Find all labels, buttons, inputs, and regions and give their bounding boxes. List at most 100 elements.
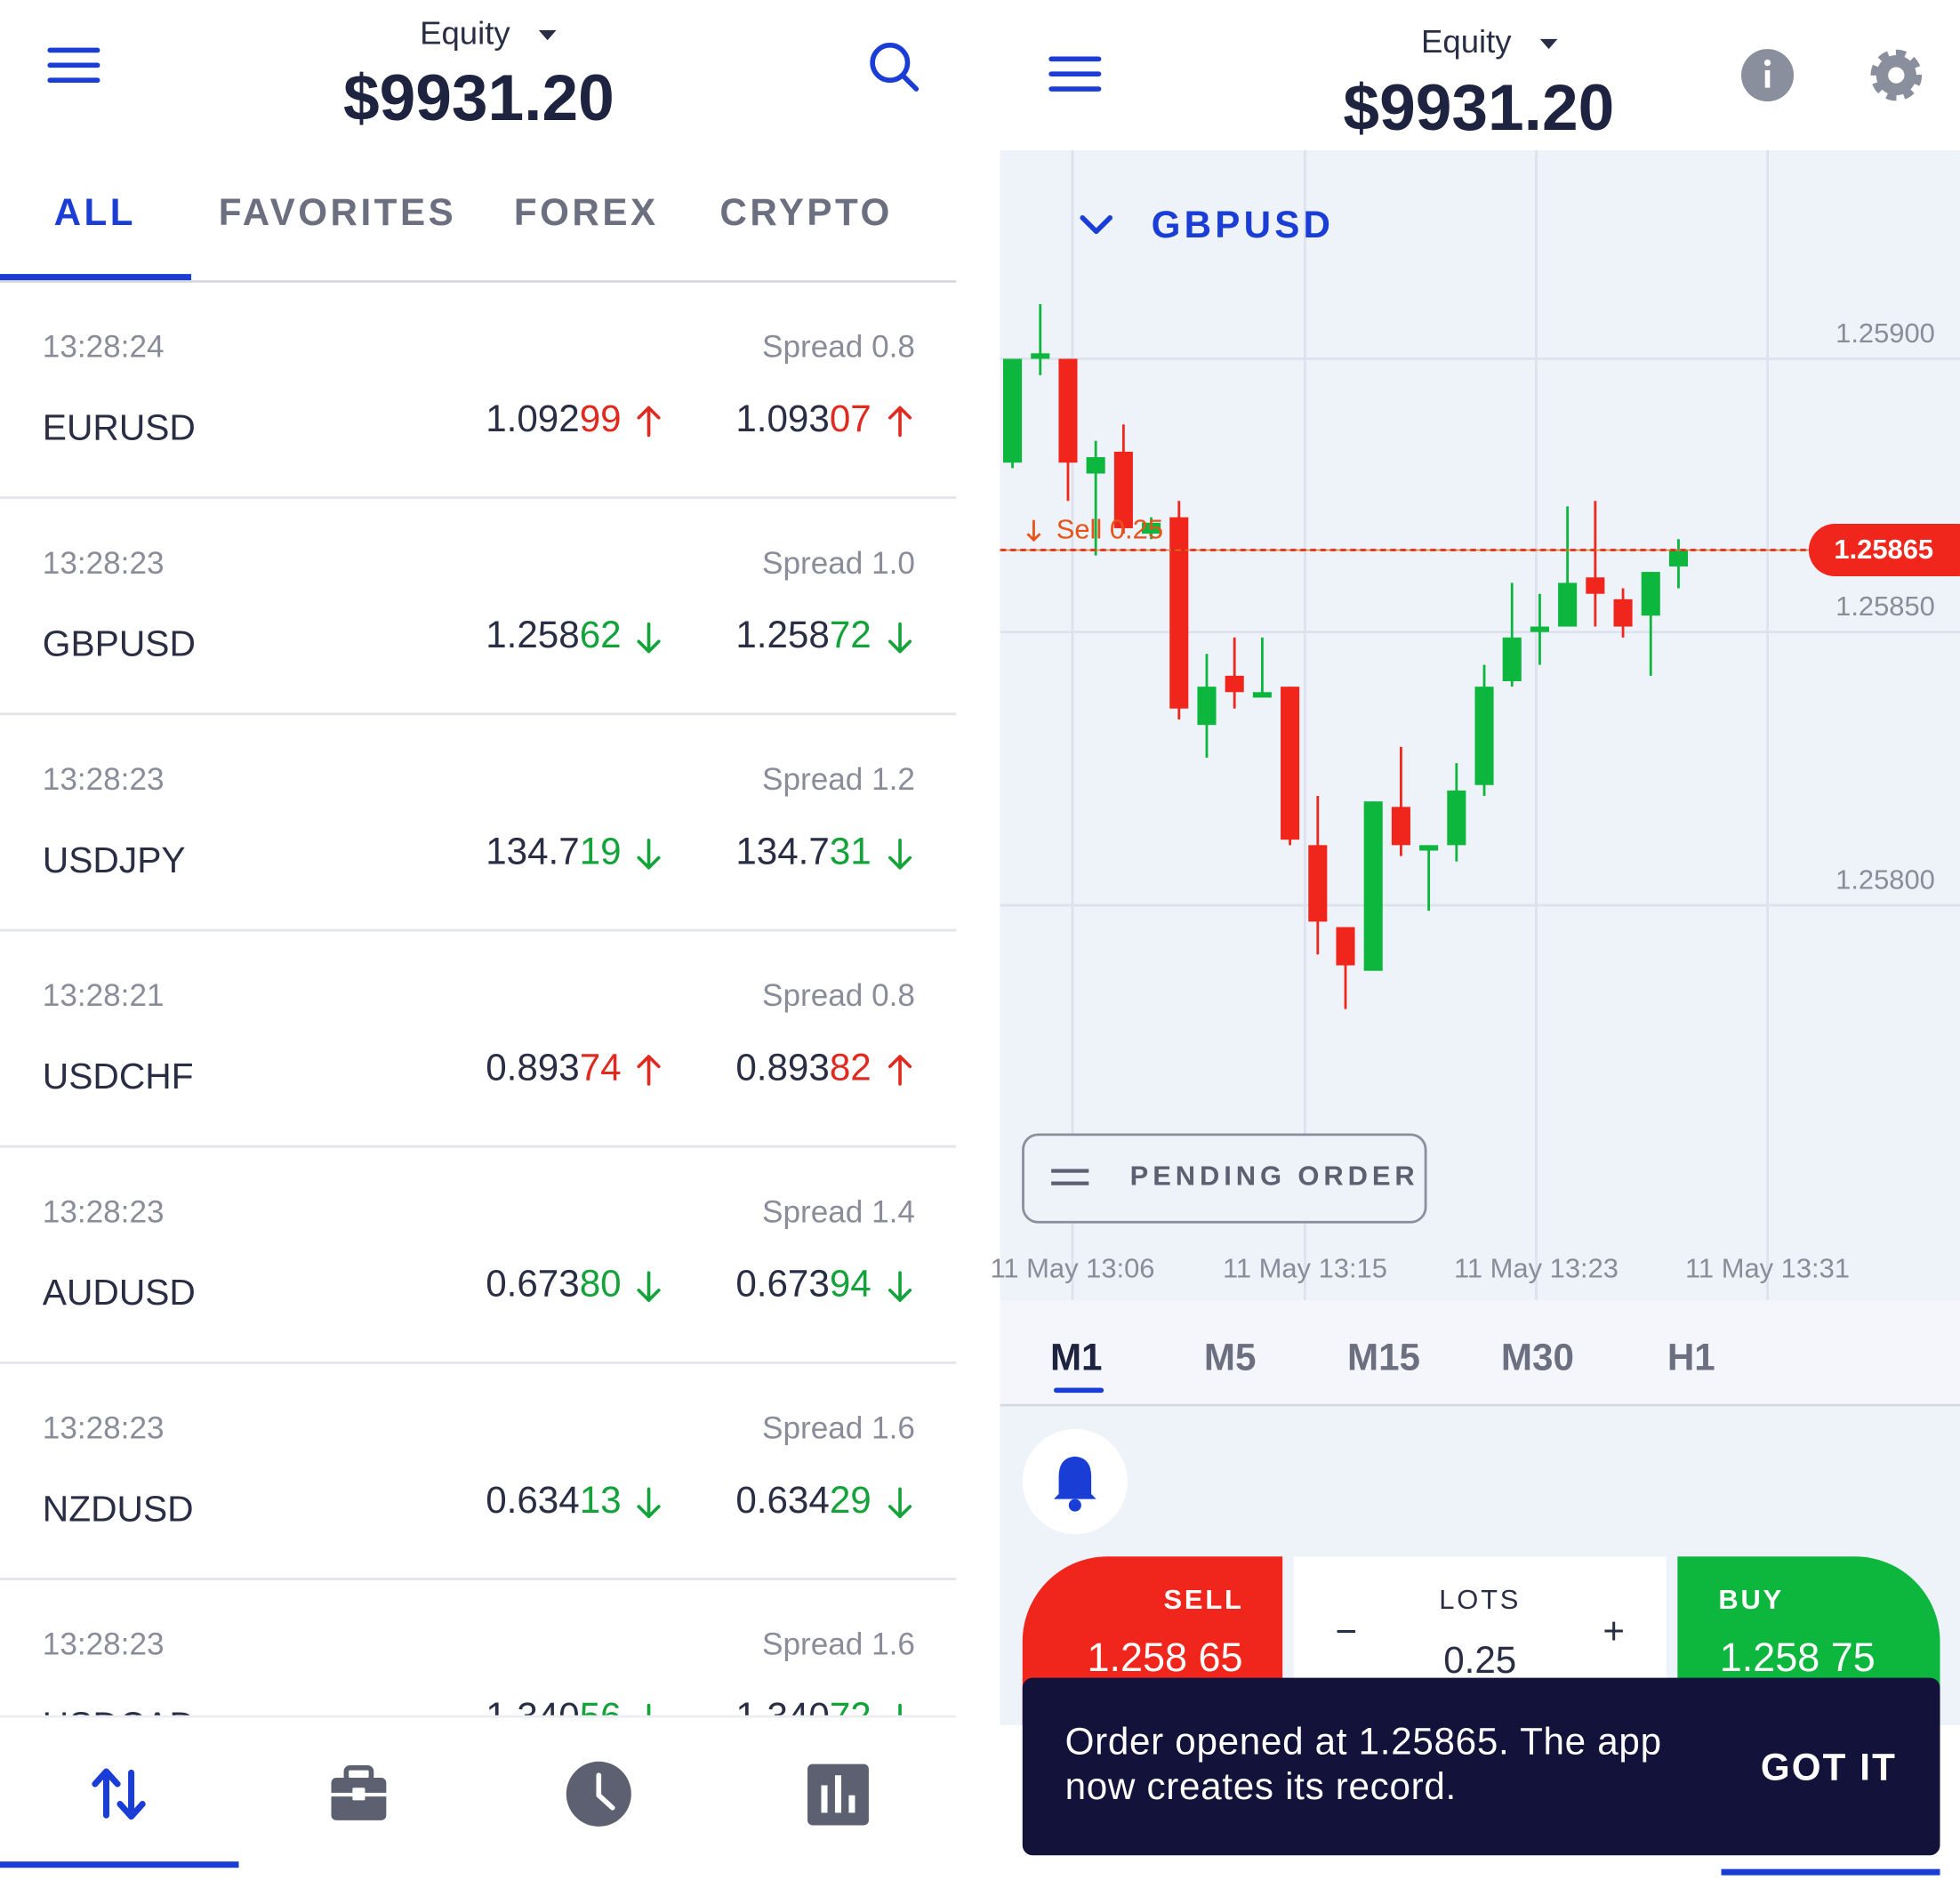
trend-arrow xyxy=(637,1487,661,1519)
pending-order-button[interactable]: PENDING ORDER xyxy=(1022,1133,1427,1224)
quote-price: 1.25872 xyxy=(735,614,871,655)
trend-arrow xyxy=(888,839,912,870)
candle-body xyxy=(1197,687,1217,726)
quote-spread: Spread 1.2 xyxy=(762,762,915,797)
candle-body xyxy=(1142,522,1161,534)
trend-arrow xyxy=(888,622,912,654)
nav-indicator xyxy=(1721,1868,1940,1876)
candle-body xyxy=(1419,845,1439,851)
quote-row[interactable] xyxy=(0,284,957,498)
price-tag xyxy=(1808,524,1960,577)
trend-arrow xyxy=(637,1055,661,1086)
tab[interactable]: ALL xyxy=(54,191,137,233)
quote-time: 13:28:23 xyxy=(43,1627,165,1662)
timeframe-indicator xyxy=(1053,1387,1105,1394)
menu-button[interactable] xyxy=(1048,56,1102,92)
snackbar-action[interactable]: GOT IT xyxy=(1761,1747,1897,1788)
timeframe[interactable]: H1 xyxy=(1667,1337,1715,1378)
candle-body xyxy=(1391,807,1410,846)
snackbar: Order opened at 1.25865. The app now cre… xyxy=(1022,1677,1940,1856)
timeframe[interactable]: M15 xyxy=(1347,1337,1420,1378)
x-tick-label: 11 May 13:23 xyxy=(1454,1253,1619,1284)
quote-row[interactable] xyxy=(0,1149,957,1363)
candle-body xyxy=(1058,358,1078,463)
quote-list: 13:28:24 Spread 0.8 EURUSD 1.09299 1.09307 13… xyxy=(0,284,957,1797)
equity-value: $9931.20 xyxy=(1343,72,1614,144)
quote-time: 13:28:23 xyxy=(43,1194,165,1229)
timeframe[interactable]: M30 xyxy=(1501,1337,1574,1378)
candle-body xyxy=(1502,637,1522,682)
candlestick-chart: 1.25900 1.25850 1.25800 11 May 13:06 11 May … xyxy=(991,149,1960,1301)
candle-body xyxy=(1086,457,1105,474)
nav-portfolio[interactable] xyxy=(331,1764,387,1820)
timeframe[interactable]: M5 xyxy=(1204,1337,1257,1378)
candle-body xyxy=(1169,517,1189,709)
y-tick-label: 1.25800 xyxy=(1835,864,1935,895)
search-button[interactable] xyxy=(870,43,920,92)
y-tick-label: 1.25900 xyxy=(1835,317,1935,349)
quote-price: 0.67394 xyxy=(735,1263,871,1305)
position-arrow xyxy=(1026,519,1041,542)
tab[interactable]: FOREX xyxy=(514,191,659,233)
quote-spread: Spread 1.4 xyxy=(762,1194,915,1229)
quote-spread: Spread 1.6 xyxy=(762,1411,915,1446)
quote-time: 13:28:23 xyxy=(43,546,165,581)
quote-row[interactable] xyxy=(0,932,957,1147)
candle-body xyxy=(1336,927,1355,966)
nav-stats[interactable] xyxy=(807,1763,869,1826)
buy-label: BUY xyxy=(1718,1584,1784,1615)
lots-increase[interactable]: + xyxy=(1603,1611,1625,1652)
quote-row[interactable] xyxy=(0,500,957,714)
equity-dropdown[interactable] xyxy=(538,29,557,41)
quote-spread: Spread 0.8 xyxy=(762,978,915,1013)
tab[interactable]: CRYPTO xyxy=(719,191,892,233)
lots-value: 0.25 xyxy=(1443,1639,1516,1681)
tab[interactable]: FAVORITES xyxy=(219,191,456,233)
candle-body xyxy=(1530,626,1549,632)
quote-price: 0.63413 xyxy=(486,1479,621,1521)
info-button[interactable] xyxy=(1741,49,1795,102)
chart-symbol[interactable]: GBPUSD xyxy=(1152,204,1335,245)
sell-price: 1.258 65 xyxy=(1088,1635,1243,1680)
symbol-dropdown[interactable] xyxy=(1080,215,1113,235)
trend-arrow xyxy=(637,1271,661,1302)
trend-arrow xyxy=(888,1487,912,1519)
lots-label: LOTS xyxy=(1439,1584,1521,1615)
candle-body xyxy=(1586,577,1605,594)
nav-history[interactable] xyxy=(566,1761,631,1827)
quote-symbol: USDJPY xyxy=(43,840,186,880)
candle-body xyxy=(1363,801,1383,971)
y-tick-label: 1.25850 xyxy=(1835,591,1935,622)
x-tick-label: 11 May 13:15 xyxy=(1223,1253,1387,1284)
candle-body xyxy=(1031,353,1050,359)
tab-indicator xyxy=(0,274,192,281)
quote-time: 13:28:21 xyxy=(43,978,165,1013)
candle-body xyxy=(1668,550,1688,566)
quote-price: 1.09307 xyxy=(735,398,871,439)
candle-body xyxy=(1113,451,1133,528)
quote-symbol: EURUSD xyxy=(43,407,196,448)
nav-trade[interactable] xyxy=(92,1768,146,1820)
buy-price: 1.258 75 xyxy=(1720,1635,1876,1680)
trend-arrow xyxy=(888,1055,912,1086)
quote-row[interactable] xyxy=(0,716,957,931)
quote-time: 13:28:24 xyxy=(43,330,165,365)
quote-spread: Spread 0.8 xyxy=(762,330,915,365)
quote-price: 0.63429 xyxy=(735,1479,871,1521)
quote-row[interactable] xyxy=(0,1365,957,1579)
quote-spread: Spread 1.0 xyxy=(762,546,915,581)
settings-button[interactable] xyxy=(1870,49,1923,101)
equity-dropdown[interactable] xyxy=(1539,38,1558,50)
alert-button[interactable] xyxy=(1022,1428,1128,1534)
trend-arrow xyxy=(888,406,912,438)
menu-button[interactable] xyxy=(47,47,100,84)
trend-arrow xyxy=(888,1271,912,1302)
price-tag-label: 1.25865 xyxy=(1834,534,1933,565)
quote-spread: Spread 1.6 xyxy=(762,1627,915,1662)
lots-decrease[interactable]: − xyxy=(1336,1611,1358,1652)
equity-label: Equity xyxy=(1421,23,1512,60)
timeframe[interactable]: M1 xyxy=(1050,1337,1103,1378)
trend-arrow xyxy=(637,622,661,654)
quote-price: 0.89382 xyxy=(735,1047,871,1089)
